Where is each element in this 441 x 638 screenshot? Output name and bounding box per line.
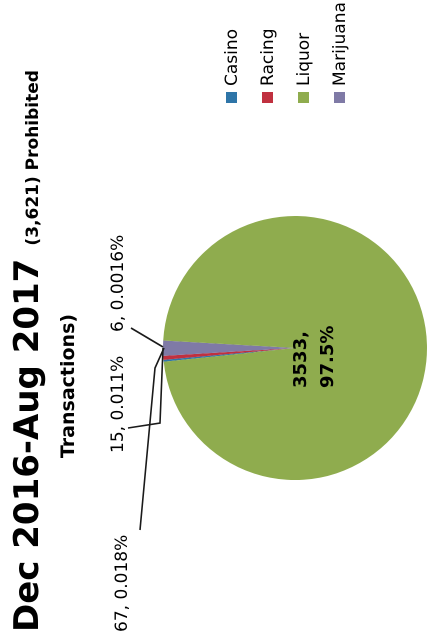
legend: Casino Racing Liquor Marijuana — [222, 2, 350, 103]
slice-label-liquor-line1: 3533, — [290, 331, 311, 388]
legend-swatch-marijuana — [334, 92, 345, 103]
chart-title-line2: Transactions) — [57, 314, 79, 458]
chart-title-main: Dec 2016-Aug 2017 — [7, 259, 47, 632]
legend-label-casino: Casino — [222, 29, 242, 86]
pie-slice-racing — [163, 348, 295, 360]
legend-label-racing: Racing — [258, 29, 278, 87]
legend-swatch-casino — [226, 92, 237, 103]
legend-label-liquor: Liquor — [294, 33, 314, 86]
leader-line-marijuana — [139, 347, 165, 531]
leader-lines — [127, 327, 165, 531]
chart-title: Dec 2016-Aug 2017 (3,621) Prohibited — [7, 70, 47, 632]
leader-line-casino — [130, 327, 164, 348]
leader-line-racing — [127, 347, 164, 429]
pie-slice-casino — [163, 348, 295, 362]
legend-swatch-racing — [262, 92, 273, 103]
slice-label-liquor-line2: 97.5% — [317, 326, 338, 388]
legend-label-marijuana: Marijuana — [330, 2, 350, 86]
pie-slice-liquor — [163, 216, 427, 480]
pie-slice-marijuana — [163, 340, 295, 356]
slice-label-marijuana: 67, 0.018% — [112, 535, 132, 632]
pie-slices — [163, 216, 427, 480]
slice-label-racing: 15, 0.011% — [108, 356, 128, 453]
chart-title-suffix: (3,621) Prohibited — [23, 70, 43, 246]
legend-swatch-liquor — [298, 92, 309, 103]
slice-label-casino: 6, 0.0016% — [108, 235, 128, 332]
